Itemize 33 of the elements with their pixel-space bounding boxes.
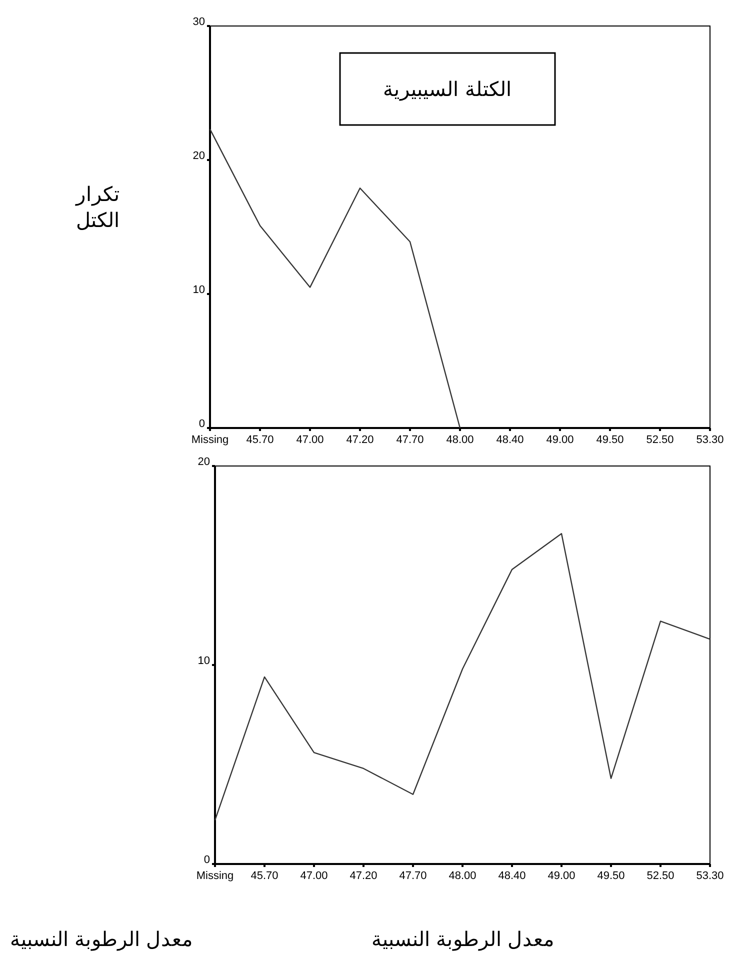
x-tick-label: Missing xyxy=(191,434,229,446)
text: الكتلة السيبيرية xyxy=(383,79,512,101)
x-tick-label: 47.70 xyxy=(399,870,427,882)
y-tick-label: 20 xyxy=(192,150,205,162)
x-tick-label: 47.70 xyxy=(396,434,424,446)
x-tick-label: 45.70 xyxy=(250,870,278,882)
y-tick-label: 10 xyxy=(198,654,210,667)
x-tick-label: 52.50 xyxy=(646,434,674,446)
x-axis-title: معدل الرطوبة النسبية xyxy=(10,929,193,951)
y-tick-label: 0 xyxy=(198,418,205,430)
x-tick-label: 49.50 xyxy=(597,870,625,882)
x-tick-label: 45.70 xyxy=(246,434,274,446)
x-tick-label: 47.20 xyxy=(346,434,374,446)
y-tick-label: 20 xyxy=(198,456,210,468)
x-tick-label: 48.00 xyxy=(446,434,474,446)
x-tick-label: 48.00 xyxy=(448,870,476,882)
x-tick-label: Missing xyxy=(196,870,234,882)
x-tick-label: 48.40 xyxy=(498,870,526,882)
x-tick-label: 49.00 xyxy=(548,870,576,882)
y-tick-label: 30 xyxy=(192,16,205,28)
x-tick-label: 49.50 xyxy=(596,434,624,446)
x-tick-label: 53.30 xyxy=(696,870,724,882)
x-tick-label: 47.00 xyxy=(300,870,328,882)
x-tick-label: 48.40 xyxy=(496,434,524,446)
x-axis-title: معدل الرطوبة النسبية xyxy=(371,929,555,951)
x-tick-label: 47.00 xyxy=(296,434,324,446)
x-tick-label: 52.50 xyxy=(646,870,674,882)
y-tick-label: 0 xyxy=(204,854,210,866)
x-tick-label: 49.00 xyxy=(546,434,574,446)
y-axis-title: تكرار الكتل xyxy=(75,184,120,232)
x-tick-label: 47.20 xyxy=(350,870,378,882)
x-tick-label: 53.30 xyxy=(696,434,724,446)
y-tick-label: 10 xyxy=(192,284,205,296)
